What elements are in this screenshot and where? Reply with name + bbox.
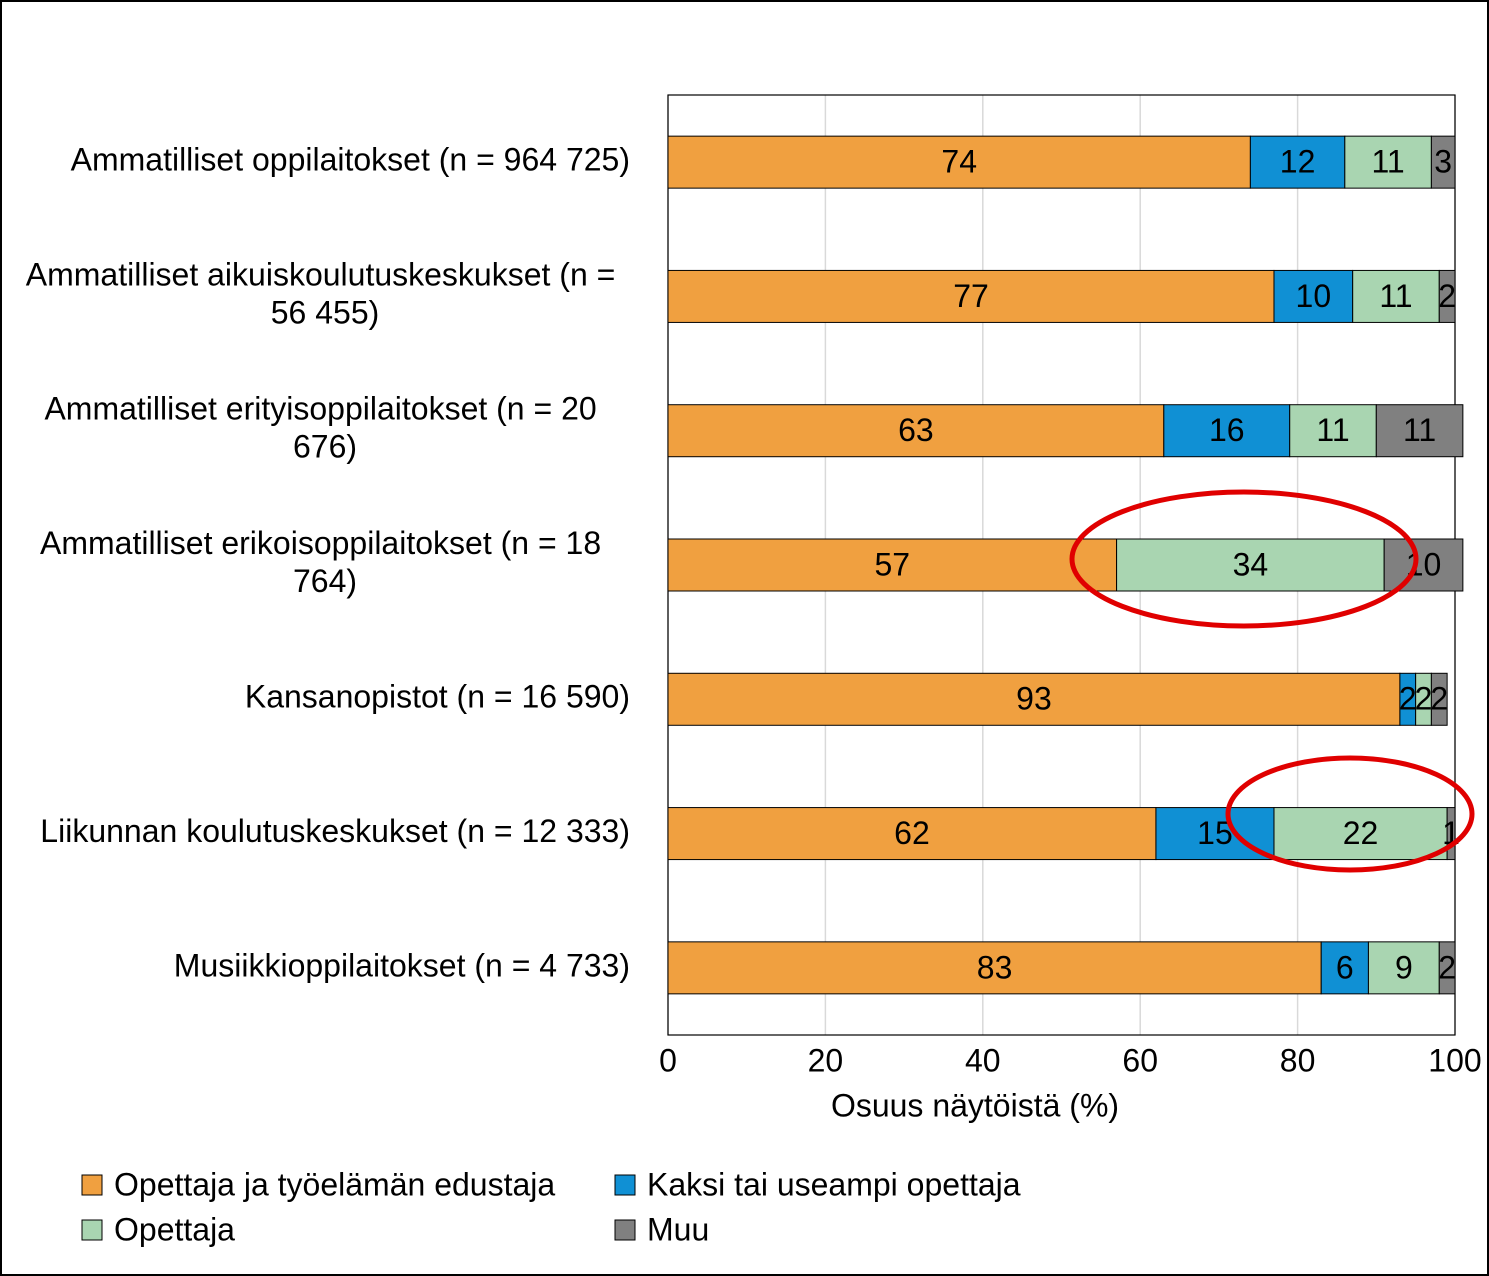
- x-tick-label: 80: [1280, 1042, 1316, 1078]
- bar-segment: [1438, 941, 1456, 995]
- legend-swatch: [614, 1219, 636, 1241]
- bar-segment: [1249, 135, 1346, 189]
- legend-swatch: [81, 1174, 103, 1196]
- bar-segment: [1446, 807, 1456, 861]
- bar-segment: [667, 807, 1157, 861]
- value-label: 16: [1209, 412, 1245, 448]
- bar-segment: [1163, 404, 1291, 458]
- highlight-ellipse: [1069, 489, 1419, 629]
- y-tick-label: Ammatilliset aikuiskoulutuskeskukset (n …: [26, 257, 624, 331]
- bar-segment: [1273, 269, 1354, 323]
- value-label: 77: [953, 278, 989, 314]
- value-label: 2: [1430, 681, 1448, 717]
- bar-segment: [667, 941, 1322, 995]
- x-tick-label: 100: [1428, 1042, 1481, 1078]
- bar-segment: [1430, 135, 1456, 189]
- y-tick-label: Ammatilliset erikoisoppilaitokset (n = 1…: [40, 525, 610, 599]
- highlight-ellipse: [1225, 755, 1475, 873]
- value-label: 11: [1379, 278, 1412, 314]
- legend-label: Opettaja: [114, 1211, 235, 1247]
- x-tick-label: 40: [965, 1042, 1001, 1078]
- bar-segment: [1116, 538, 1385, 592]
- legend-label: Kaksi tai useampi opettaja: [647, 1166, 1021, 1202]
- legend-label: Muu: [647, 1211, 709, 1247]
- bar-segment: [667, 404, 1165, 458]
- bar-segment: [1375, 404, 1464, 458]
- y-tick-label: Musiikkioppilaitokset (n = 4 733): [174, 947, 630, 983]
- value-label: 22: [1343, 815, 1379, 851]
- legend-swatch: [81, 1219, 103, 1241]
- value-label: 2: [1399, 681, 1417, 717]
- value-label: 3: [1434, 144, 1452, 180]
- bar-segment: [1383, 538, 1464, 592]
- bar-segment: [1289, 404, 1377, 458]
- y-tick-label: Ammatilliset oppilaitokset (n = 964 725): [71, 142, 630, 178]
- value-label: 63: [898, 412, 934, 448]
- value-label: 12: [1280, 144, 1316, 180]
- y-tick-label: Liikunnan koulutuskeskukset (n = 12 333): [40, 813, 630, 849]
- bar-segment: [667, 135, 1251, 189]
- bar-segment: [667, 269, 1275, 323]
- x-axis-label: Osuus näytöistä (%): [831, 1087, 1119, 1123]
- bar-segment: [1320, 941, 1369, 995]
- x-tick-label: 20: [808, 1042, 844, 1078]
- value-label: 11: [1316, 412, 1349, 448]
- value-label: 93: [1016, 681, 1052, 717]
- y-tick-label: Ammatilliset erityisoppilaitokset (n = 2…: [44, 391, 605, 465]
- value-label: 6: [1336, 949, 1354, 985]
- bar-segment: [1344, 135, 1432, 189]
- bar-segment: [667, 538, 1118, 592]
- bar-segment: [1367, 941, 1440, 995]
- x-tick-label: 0: [659, 1042, 677, 1078]
- value-label: 34: [1233, 546, 1269, 582]
- x-tick-label: 60: [1122, 1042, 1158, 1078]
- value-label: 11: [1371, 144, 1404, 180]
- value-label: 62: [894, 815, 930, 851]
- value-label: 9: [1395, 949, 1413, 985]
- value-label: 74: [941, 144, 977, 180]
- value-label: 2: [1438, 278, 1456, 314]
- value-label: 2: [1415, 681, 1433, 717]
- value-label: 83: [977, 949, 1013, 985]
- value-label: 11: [1403, 412, 1436, 448]
- bar-segment: [1438, 269, 1456, 323]
- value-label: 2: [1438, 949, 1456, 985]
- y-tick-label: Kansanopistot (n = 16 590): [245, 679, 630, 715]
- value-label: 10: [1296, 278, 1332, 314]
- bar-segment: [1352, 269, 1440, 323]
- bar-segment: [1430, 672, 1448, 726]
- value-label: 57: [874, 546, 910, 582]
- bar-segment: [667, 672, 1401, 726]
- legend-swatch: [614, 1174, 636, 1196]
- legend-label: Opettaja ja työelämän edustaja: [114, 1166, 555, 1202]
